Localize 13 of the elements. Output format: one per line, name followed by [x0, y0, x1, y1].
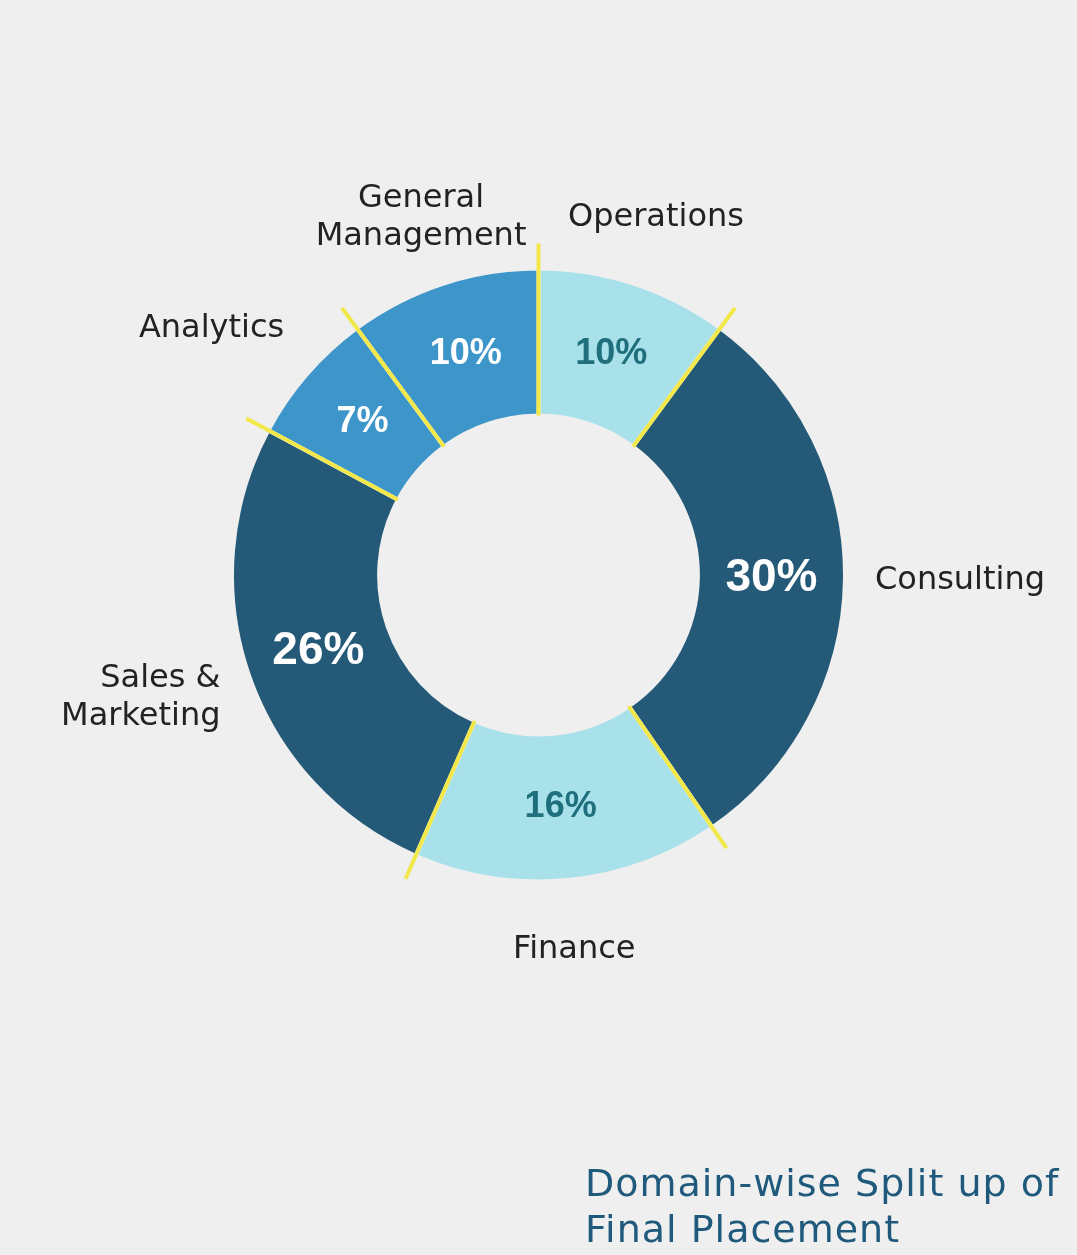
slice-label: Consulting [874, 559, 1046, 598]
data-label: 16% [524, 783, 597, 825]
data-label: 30% [725, 549, 818, 602]
data-label: 10% [429, 330, 502, 372]
slice-label: Operations [568, 195, 744, 234]
data-label: 7% [336, 399, 389, 441]
slice-label: Finance [513, 928, 636, 967]
data-label: 26% [272, 621, 365, 674]
slice-label: General Management [315, 176, 527, 253]
slice-label: Sales & Marketing [61, 657, 221, 734]
slice-label: Analytics [138, 306, 285, 345]
data-label: 10% [575, 330, 648, 372]
text: Domain-wise Split up of Final Placement [585, 1160, 1061, 1252]
